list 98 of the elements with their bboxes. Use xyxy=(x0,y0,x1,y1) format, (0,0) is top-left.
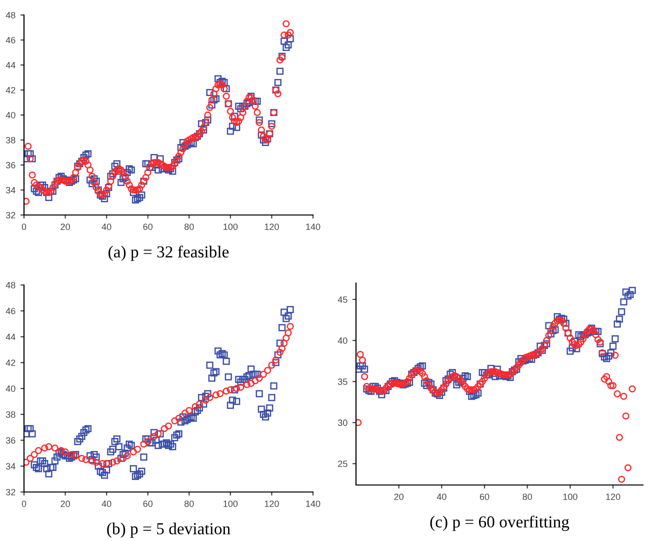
point xyxy=(264,366,272,374)
x-tick-label: 0 xyxy=(22,500,26,507)
x-tick-label: 0 xyxy=(22,224,26,230)
y-tick-label: 38 xyxy=(6,411,16,418)
x-tick-label: 120 xyxy=(264,500,279,507)
y-tick-label: 34 xyxy=(6,186,16,194)
x-tick-label: 100 xyxy=(563,494,578,500)
x-axis-title: (b) p = 5 deviation xyxy=(107,522,230,538)
point xyxy=(34,447,42,454)
point xyxy=(82,456,90,464)
y-tick-label: 42 xyxy=(6,86,16,94)
point xyxy=(206,394,214,402)
x-tick-label: 20 xyxy=(60,224,70,230)
x-tick-label: 60 xyxy=(143,500,153,507)
x-tick-label: 100 xyxy=(224,224,238,230)
y-tick-label: 30 xyxy=(338,420,348,426)
point xyxy=(26,454,34,462)
y-tick-label: 44 xyxy=(6,334,16,340)
point xyxy=(62,448,69,456)
point xyxy=(196,400,204,408)
point xyxy=(92,458,100,466)
x-tick-label: 60 xyxy=(143,224,153,230)
point xyxy=(130,448,137,456)
x-axis-title: (c) p = 60 overfitting xyxy=(430,516,570,531)
x-tick-label: 40 xyxy=(102,224,112,230)
x-tick-label: 40 xyxy=(102,500,112,507)
x-tick-label: 20 xyxy=(60,500,70,507)
y-tick-label: 32 xyxy=(6,488,16,496)
point xyxy=(78,454,86,462)
y-tick-label: 40 xyxy=(6,385,16,392)
point xyxy=(260,370,267,378)
x-tick-label: 80 xyxy=(184,224,194,230)
y-tick-label: 40 xyxy=(338,337,348,344)
point xyxy=(175,414,182,422)
point xyxy=(164,422,172,430)
x-tick-label: 80 xyxy=(522,494,532,500)
point xyxy=(124,452,131,460)
point xyxy=(51,444,59,452)
point xyxy=(45,443,52,450)
point xyxy=(98,460,106,468)
x-tick-label: 80 xyxy=(184,500,194,507)
point xyxy=(41,444,48,452)
x-tick-label: 140 xyxy=(306,224,320,230)
y-tick-label: 25 xyxy=(338,460,348,468)
point xyxy=(134,446,142,453)
point xyxy=(68,450,76,458)
x-tick-label: 100 xyxy=(224,500,238,507)
point xyxy=(272,356,280,364)
point xyxy=(30,450,38,458)
point xyxy=(237,384,244,391)
x-tick-label: 60 xyxy=(480,494,490,500)
point xyxy=(186,406,193,414)
y-tick-label: 34 xyxy=(6,463,16,470)
point xyxy=(120,454,127,462)
x-tick-label: 40 xyxy=(436,494,446,500)
point xyxy=(226,386,234,394)
x-tick-label: 120 xyxy=(264,224,279,230)
x-axis-title: (a) p = 32 feasible xyxy=(108,246,229,261)
point xyxy=(284,329,292,336)
point xyxy=(140,440,148,448)
point xyxy=(248,380,255,387)
x-tick-label: 120 xyxy=(606,494,620,500)
y-tick-label: 46 xyxy=(6,36,16,44)
y-tick-label: 44 xyxy=(6,62,16,68)
point xyxy=(192,403,199,410)
point xyxy=(150,432,158,440)
point xyxy=(256,374,263,382)
x-tick-label: 20 xyxy=(394,494,404,500)
y-tick-label: 42 xyxy=(6,360,16,366)
y-tick-label: 35 xyxy=(338,378,348,385)
point xyxy=(222,388,230,395)
y-tick-label: 36 xyxy=(6,162,16,168)
y-tick-label: 36 xyxy=(6,437,16,444)
x-tick-label: 140 xyxy=(306,500,320,507)
point xyxy=(278,344,286,352)
y-tick-label: 48 xyxy=(6,282,16,288)
point xyxy=(286,322,294,330)
point xyxy=(252,377,259,384)
y-tick-label: 45 xyxy=(338,296,348,303)
y-tick-label: 40 xyxy=(6,112,16,118)
y-tick-label: 38 xyxy=(6,136,16,144)
point xyxy=(109,458,116,466)
point xyxy=(212,391,220,399)
point xyxy=(24,458,30,466)
point xyxy=(280,340,288,347)
point xyxy=(160,425,168,432)
point xyxy=(243,381,250,388)
point xyxy=(276,348,284,356)
y-tick-label: 46 xyxy=(6,308,16,314)
y-tick-label: 48 xyxy=(6,12,16,18)
point xyxy=(113,457,120,464)
point xyxy=(202,396,210,404)
point xyxy=(282,334,290,342)
point xyxy=(268,362,276,369)
point xyxy=(171,417,178,424)
point xyxy=(216,390,224,398)
point xyxy=(181,410,189,417)
y-tick-label: 32 xyxy=(6,212,16,218)
